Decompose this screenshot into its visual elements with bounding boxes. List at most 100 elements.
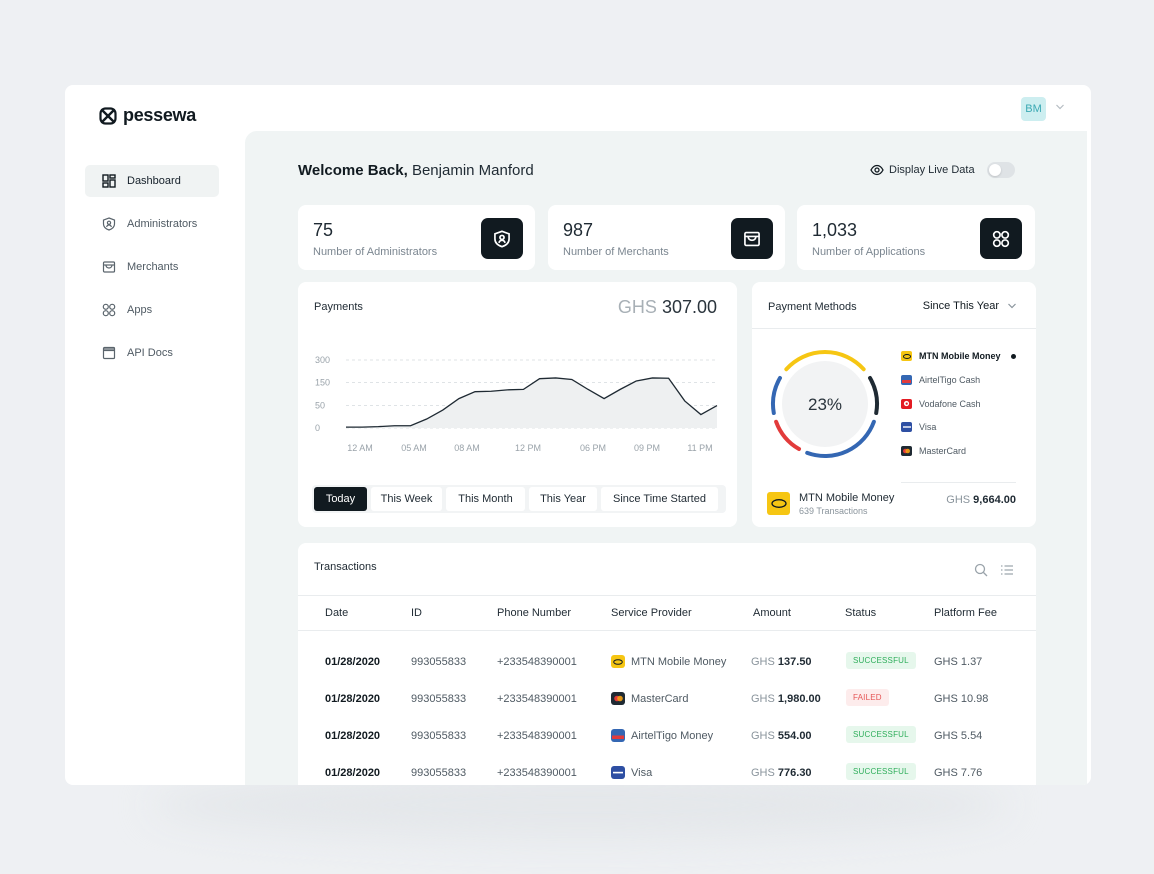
column-phone[interactable]: Phone Number [497,607,571,619]
sidebar-item-merchants[interactable]: Merchants [85,251,219,283]
x-tick-label: 11 PM [687,443,712,453]
tab-this-week[interactable]: This Week [371,487,442,511]
chevron-down-icon[interactable] [1055,103,1065,111]
x-tick-label: 09 PM [634,443,660,453]
payment-methods-legend: MTN Mobile Money AirtelTigo Cash Vodafon… [901,350,1016,469]
apps-grid-icon [992,230,1010,247]
payments-chart: 0 50 150 300 12 AM 05 AM 08 AM 12 PM 06 PM 09 PM 1… [315,355,718,453]
sidebar-item-apps[interactable]: Apps [85,294,219,326]
docs-icon [102,346,116,360]
store-icon [744,231,760,246]
row-id: 993055833 [411,730,467,742]
selected-dot-icon [1010,353,1016,359]
column-status[interactable]: Status [845,607,877,619]
selected-method-transactions: 639 Transactions [799,506,868,516]
mastercard-logo-icon [901,446,912,457]
filter-list-icon[interactable] [1000,563,1014,577]
tab-today[interactable]: Today [314,487,367,511]
column-fee[interactable]: Platform Fee [934,607,997,619]
row-currency: GHS [751,767,775,779]
row-fee: GHS 7.76 [934,767,983,779]
row-date: 01/28/2020 [325,730,381,742]
x-tick-label: 06 PM [580,443,606,453]
table-row[interactable]: 01/28/2020 993055833 +233548390001 Airte… [298,726,1036,746]
live-data-label: Display Live Data [889,164,975,176]
stat-label: Number of Merchants [563,246,669,258]
visa-logo-icon [611,766,625,779]
legend-label: AirtelTigo Cash [919,374,981,385]
sidebar-item-administrators[interactable]: Administrators [85,208,219,240]
row-date: 01/28/2020 [325,767,381,779]
row-id: 993055833 [411,693,467,705]
payments-card: Payments GHS 307.00 0 50 150 300 12 AM 05 AM 0… [298,282,737,527]
row-fee: GHS 10.98 [934,693,989,705]
donut-segment [774,419,801,452]
x-tick-label: 12 AM [347,443,373,453]
row-provider-name: MasterCard [631,692,689,705]
row-fee: GHS 1.37 [934,656,983,668]
eye-icon [870,164,884,176]
chart-area [346,377,717,428]
payments-title: Payments [314,301,363,313]
legend-label: Vodafone Cash [919,398,981,409]
row-date: 01/28/2020 [325,693,381,705]
legend-item-mastercard[interactable]: MasterCard [901,445,1016,457]
row-amount-value: 1,980.00 [777,693,821,705]
search-icon[interactable] [974,563,988,577]
table-row[interactable]: 01/28/2020 993055833 +233548390001 MTN M… [298,652,1036,672]
divider [901,482,1016,483]
user-avatar[interactable]: BM [1021,97,1046,121]
legend-item-vodafone[interactable]: Vodafone Cash [901,398,1016,410]
payment-methods-title: Payment Methods [768,301,857,313]
row-amount-value: 554.00 [777,730,812,742]
x-tick-label: 08 AM [454,443,480,453]
brand-logo[interactable]: pessewa [98,105,196,126]
live-data-toggle[interactable] [986,162,1015,178]
period-dropdown[interactable]: Since This Year [923,300,1017,312]
sidebar-item-dashboard[interactable]: Dashboard [85,165,219,197]
column-amount[interactable]: Amount [753,607,791,619]
row-fee: GHS 5.54 [934,730,983,742]
row-provider-name: MTN Mobile Money [631,655,727,668]
payments-amount: 307.00 [661,297,717,317]
stat-value: 75 [313,220,334,240]
row-provider-name: AirtelTigo Money [631,729,714,742]
sidebar: Dashboard Administrators Merchants [85,165,219,380]
sidebar-item-api-docs[interactable]: API Docs [85,337,219,369]
stat-value: 1,033 [812,220,858,240]
status-badge: SUCCESSFUL [846,763,916,780]
table-row[interactable]: 01/28/2020 993055833 +233548390001 Visa … [298,763,1036,783]
row-currency: GHS [751,693,775,705]
row-provider-name: Visa [631,766,653,779]
column-date[interactable]: Date [325,607,349,619]
table-row[interactable]: 01/28/2020 993055833 +233548390001 Maste… [298,689,1036,709]
row-phone: +233548390001 [497,730,577,742]
row-phone: +233548390001 [497,767,577,779]
column-provider[interactable]: Service Provider [611,607,692,619]
mastercard-logo-icon [611,692,625,705]
row-amount: GHS 1,980.00 [751,693,821,705]
store-icon [102,261,116,273]
divider [752,328,1036,329]
sidebar-item-label: Dashboard [127,175,181,187]
row-amount-value: 137.50 [777,656,812,668]
stat-icon-tile [481,218,523,259]
donut-segment [771,376,782,416]
legend-label: MTN Mobile Money [919,351,1001,361]
tab-this-year[interactable]: This Year [529,487,597,511]
legend-item-visa[interactable]: Visa [901,421,1016,433]
stat-label: Number of Administrators [313,246,438,258]
legend-item-mtn[interactable]: MTN Mobile Money [901,350,1016,362]
airteltigo-logo-icon [901,374,912,385]
selected-method-currency: GHS [946,494,971,506]
x-tick-label: 12 PM [515,443,541,453]
selected-method-amount: GHS 9,664.00 [946,494,1016,506]
chevron-down-icon [1008,303,1016,309]
legend-item-airteltigo[interactable]: AirtelTigo Cash [901,374,1016,386]
tab-since-time-started[interactable]: Since Time Started [601,487,718,511]
donut-percent: 23% [808,395,842,414]
tab-this-month[interactable]: This Month [446,487,525,511]
column-id[interactable]: ID [411,607,422,619]
live-data-control: Display Live Data [870,162,1015,178]
payments-currency: GHS [617,297,657,317]
